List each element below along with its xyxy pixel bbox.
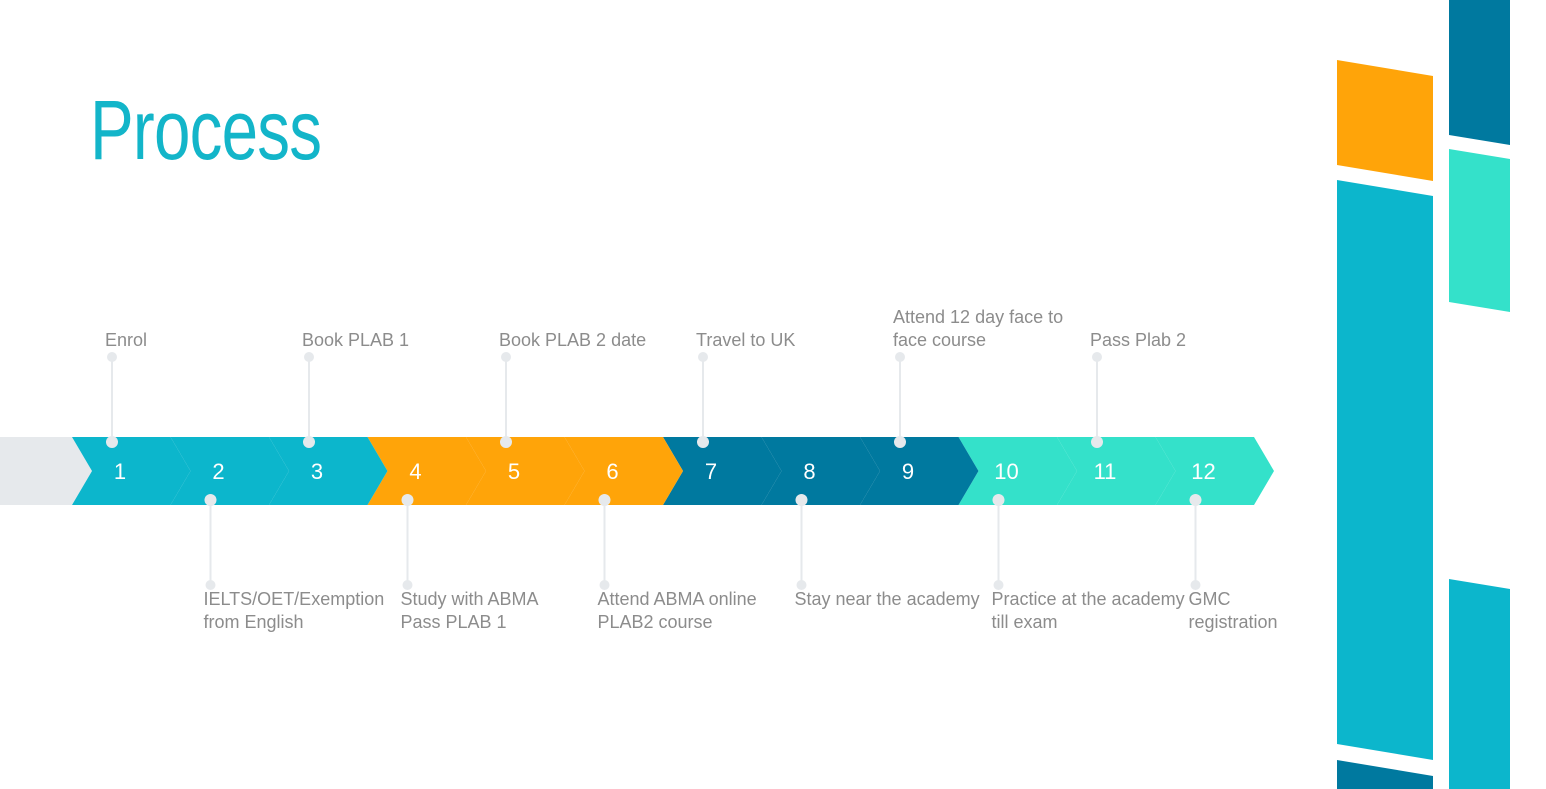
step-number-4: 4 <box>409 459 421 484</box>
step-label-10: Practice at the academy till exam <box>991 589 1185 632</box>
step-dot-end-5 <box>501 352 511 362</box>
step-number-3: 3 <box>311 459 323 484</box>
deco-stripe-orange <box>1337 60 1433 181</box>
step-chevron-10 <box>958 437 1077 505</box>
step-dot-7 <box>697 436 709 448</box>
step-dot-1 <box>106 436 118 448</box>
step-dot-end-12 <box>1190 580 1201 590</box>
step-chevron-9 <box>860 437 979 505</box>
step-number-2: 2 <box>212 459 224 484</box>
step-dot-end-2 <box>205 580 216 590</box>
step-chevron-12 <box>1155 437 1274 505</box>
step-number-8: 8 <box>803 459 815 484</box>
step-number-5: 5 <box>508 459 520 484</box>
step-number-6: 6 <box>606 459 618 484</box>
step-dot-end-8 <box>796 580 807 590</box>
page-title: Process <box>90 83 322 177</box>
deco-stripe-teal <box>1337 180 1433 760</box>
step-chevron-3 <box>269 437 388 505</box>
step-number-9: 9 <box>902 459 914 484</box>
step-label-2: IELTS/OET/Exemption from English <box>203 589 385 632</box>
step-dot-3 <box>303 436 315 448</box>
step-dot-end-10 <box>993 580 1004 590</box>
deco-stripe-teal <box>1449 579 1510 789</box>
step-dot-end-6 <box>599 580 610 590</box>
step-dot-11 <box>1091 436 1103 448</box>
step-dot-4 <box>401 494 414 506</box>
step-dot-10 <box>992 494 1005 506</box>
step-label-7: Travel to UK <box>696 330 796 350</box>
step-dot-6 <box>598 494 611 506</box>
step-label-5: Book PLAB 2 date <box>499 330 647 350</box>
step-dot-end-1 <box>107 352 117 362</box>
step-dot-5 <box>500 436 512 448</box>
step-dot-end-11 <box>1092 352 1102 362</box>
step-label-8: Stay near the academy <box>794 589 980 609</box>
step-chevron-2 <box>170 437 289 505</box>
step-chevron-4 <box>367 437 486 505</box>
step-label-1: Enrol <box>105 330 148 350</box>
step-dot-end-3 <box>304 352 314 362</box>
step-dot-8 <box>795 494 808 506</box>
timeline-start-block <box>0 437 92 505</box>
step-chevron-5 <box>466 437 585 505</box>
step-chevron-6 <box>564 437 683 505</box>
deco-stripe-dark <box>1449 0 1510 145</box>
step-dot-end-9 <box>895 352 905 362</box>
step-chevron-8 <box>761 437 880 505</box>
deco-stripe-mint <box>1449 149 1510 312</box>
step-label-12: GMC registration <box>1188 589 1278 632</box>
step-number-7: 7 <box>705 459 717 484</box>
step-dot-2 <box>204 494 217 506</box>
step-dot-12 <box>1189 494 1202 506</box>
step-number-12: 12 <box>1191 459 1215 484</box>
deco-stripe-dark <box>1337 760 1433 789</box>
step-chevron-11 <box>1057 437 1176 505</box>
step-number-11: 11 <box>1094 459 1117 484</box>
step-number-10: 10 <box>994 459 1018 484</box>
step-label-3: Book PLAB 1 <box>302 330 410 350</box>
step-dot-9 <box>894 436 906 448</box>
step-chevron-7 <box>663 437 782 505</box>
step-number-1: 1 <box>114 459 126 484</box>
step-dot-end-4 <box>402 580 413 590</box>
step-dot-end-7 <box>698 352 708 362</box>
process-timeline: 1 2 3 4 5 6 7 8 9 10 11 12 <box>0 352 1274 590</box>
step-label-6: Attend ABMA online PLAB2 course <box>597 589 757 632</box>
step-label-4: Study with ABMA Pass PLAB 1 <box>400 589 539 632</box>
step-label-11: Pass Plab 2 <box>1090 330 1187 350</box>
step-label-9: Attend 12 day face to face course <box>893 307 1064 350</box>
step-chevron-1 <box>72 437 191 505</box>
